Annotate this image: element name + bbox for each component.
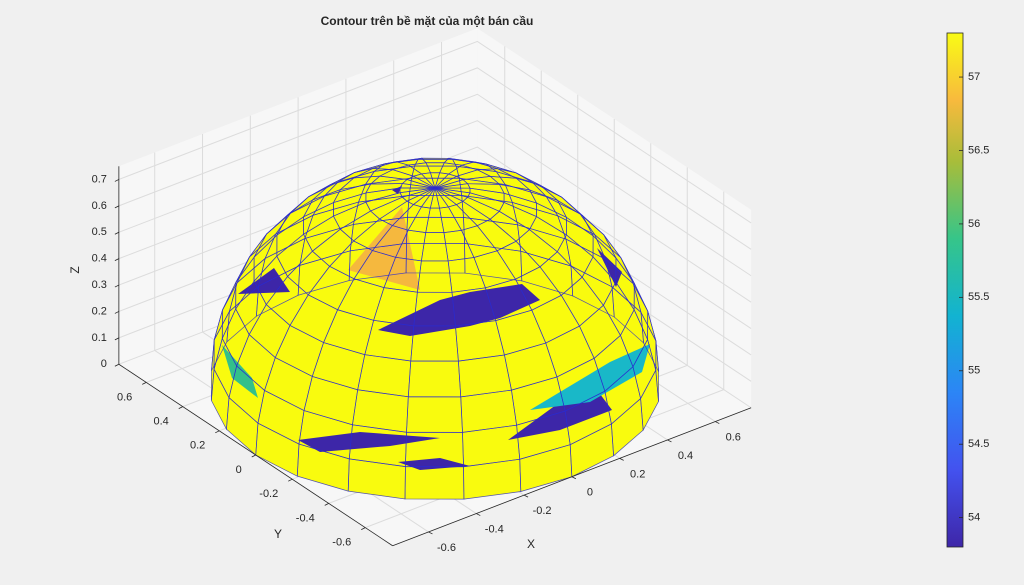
surface-face <box>458 354 512 398</box>
y-tick-label: 0.2 <box>190 440 205 452</box>
grid-line <box>118 40 752 224</box>
surface-edge <box>404 466 465 500</box>
y-tick-label: -0.2 <box>259 488 278 500</box>
x-tick-label: 0.6 <box>726 431 741 443</box>
grid-line <box>118 120 752 303</box>
grid-line <box>118 93 752 277</box>
surface-face <box>404 466 465 500</box>
z-tick <box>114 258 120 262</box>
z-tick-label: 0.7 <box>92 173 107 185</box>
z-axis-label: Z <box>68 266 82 273</box>
y-tick-label: -0.6 <box>332 537 351 549</box>
x-tick-label: 0.2 <box>630 468 645 480</box>
y-tick-label: 0.6 <box>117 391 132 403</box>
z-tick-label: 0.1 <box>92 332 107 344</box>
y-tick-label: 0 <box>236 464 242 476</box>
x-tick <box>667 439 672 443</box>
surface-face <box>406 396 463 433</box>
y-tick <box>142 382 147 385</box>
colorbar-tick-label: 57 <box>968 71 980 83</box>
z-tick-label: 0.4 <box>92 253 107 265</box>
colorbar-ticks: 54 54.5 55 55.5 56 56.5 57 <box>959 71 989 524</box>
y-tick <box>215 430 220 434</box>
z-tick <box>114 311 120 314</box>
z-tick <box>114 231 120 235</box>
x-tick <box>476 513 481 516</box>
patch <box>508 394 612 440</box>
y-tick <box>288 478 293 482</box>
y-tick-label: 0.4 <box>153 416 168 428</box>
x-tick-label: 0 <box>587 487 593 499</box>
surface-face <box>417 260 453 293</box>
colorbar-tick-label: 56.5 <box>968 144 989 156</box>
x-tick <box>428 531 433 535</box>
patch <box>348 207 420 290</box>
hemisphere-wire <box>210 157 660 500</box>
grid-line <box>118 146 752 329</box>
patch <box>530 344 650 410</box>
z-tick-label: 0.6 <box>92 200 107 212</box>
z-tick-label: 0.2 <box>92 305 107 317</box>
patch <box>298 432 440 452</box>
x-tick-label: -0.4 <box>485 523 504 535</box>
contour-patches <box>222 186 650 470</box>
colorbar-tick-label: 55.5 <box>968 291 989 303</box>
z-tick <box>114 337 120 341</box>
x-tick-label: -0.2 <box>533 505 552 517</box>
patch <box>378 284 540 336</box>
colorbar-tick-label: 54 <box>968 512 980 524</box>
z-tick <box>114 205 120 209</box>
y-tick-label: -0.4 <box>296 512 315 524</box>
x-axis-label: X <box>527 537 535 551</box>
z-tick <box>114 284 120 288</box>
colorbar-tick-label: 55 <box>968 365 980 377</box>
colorbar-tick-label: 56 <box>968 218 980 230</box>
chart-title: Contour trên bề mặt của một bán cầu <box>321 14 534 28</box>
z-tick-label: 0.3 <box>92 279 107 291</box>
colorbar <box>946 32 964 548</box>
patch <box>222 345 258 398</box>
y-axis-label: Y <box>274 527 282 541</box>
z-tick <box>114 363 120 367</box>
y-tick <box>178 406 183 409</box>
patch <box>238 268 290 294</box>
x-tick <box>715 421 720 424</box>
colorbar-tick-label: 54.5 <box>968 438 989 450</box>
z-tick-label: 0.5 <box>92 226 107 238</box>
surface-face <box>408 360 462 398</box>
x-tick-label: -0.6 <box>437 542 456 554</box>
axes-labels: -0.6 -0.4 -0.2 0 0.2 0.4 0.6 -0.6 -0.4 -0.2 0 0.2 0.… <box>92 166 752 554</box>
y-tick <box>251 454 256 458</box>
y-tick <box>361 527 366 530</box>
z-tick <box>114 179 120 182</box>
y-tick <box>324 503 329 506</box>
z-tick-label: 0 <box>101 358 107 370</box>
x-tick-label: 0.4 <box>678 450 693 462</box>
x-tick <box>523 494 529 498</box>
surface-face <box>357 354 412 398</box>
grid-line <box>118 67 752 250</box>
x-tick <box>571 476 577 480</box>
x-tick <box>619 457 624 461</box>
